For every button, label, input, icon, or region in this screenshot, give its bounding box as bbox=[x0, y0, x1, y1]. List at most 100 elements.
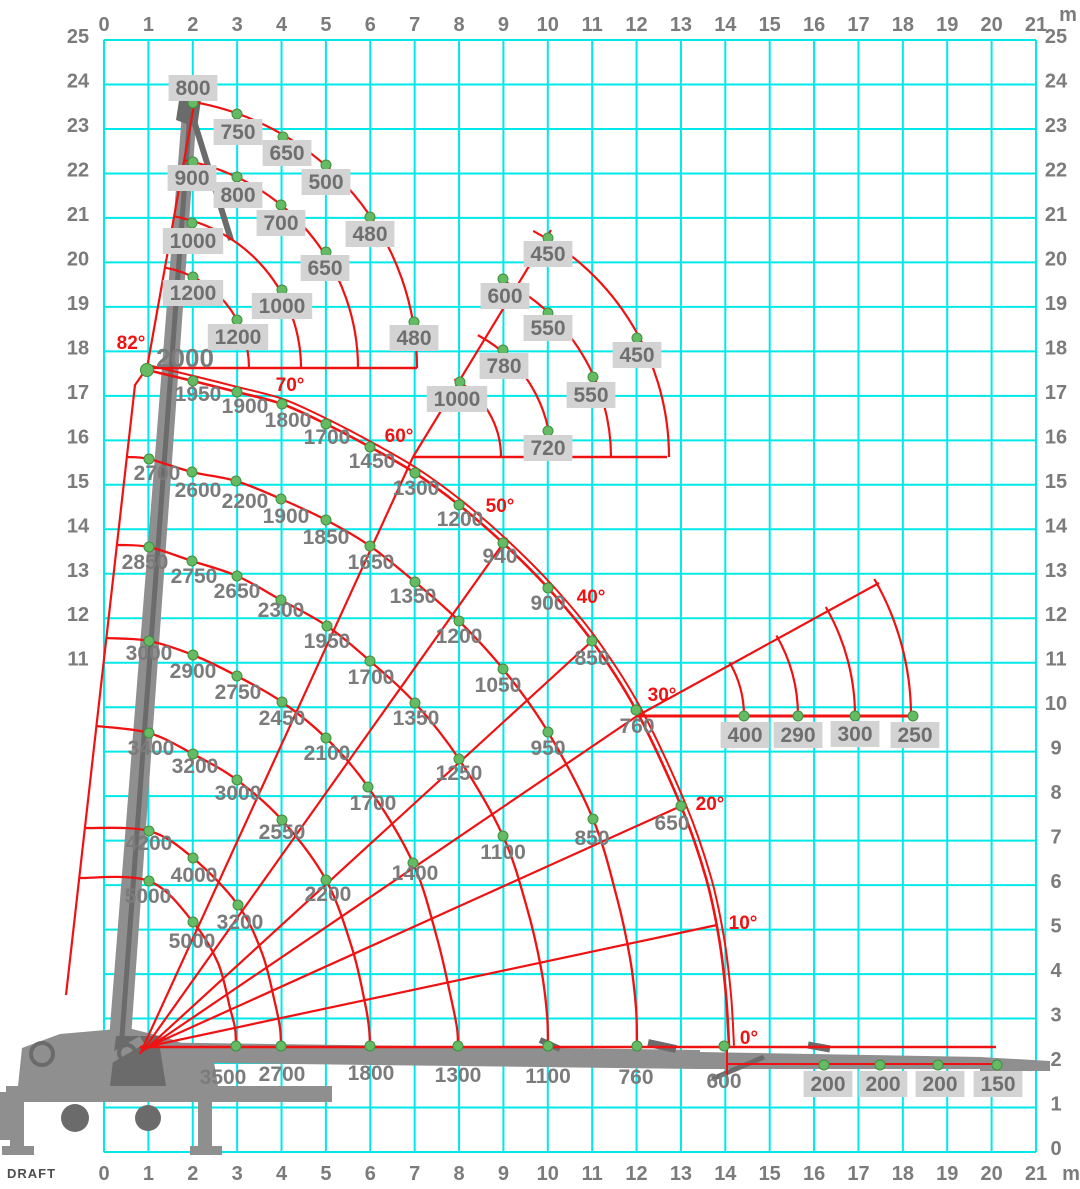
axis-tick-right: 15 bbox=[1045, 471, 1067, 493]
jib-load-value: 290 bbox=[780, 724, 815, 747]
jib-load-value: 1200 bbox=[170, 282, 217, 305]
load-value: 1050 bbox=[475, 674, 522, 697]
axis-tick-top: 17 bbox=[847, 14, 869, 36]
load-value: 2300 bbox=[258, 599, 305, 622]
load-point-dot bbox=[143, 825, 155, 837]
load-point-dot bbox=[409, 467, 421, 479]
load-value-box bbox=[213, 119, 263, 145]
axis-tick-left: 23 bbox=[67, 115, 89, 137]
load-value: 2200 bbox=[222, 490, 269, 513]
load-value-box bbox=[207, 324, 269, 350]
axis-tick-bottom: 18 bbox=[892, 1163, 914, 1185]
jib-load-value: 600 bbox=[487, 285, 522, 308]
axis-tick-top: 15 bbox=[759, 14, 781, 36]
axis-tick-bottom: 2 bbox=[187, 1163, 198, 1185]
crane-silhouette bbox=[41, 1036, 145, 1102]
load-point-dot bbox=[230, 475, 242, 487]
load-point-dot bbox=[230, 1040, 242, 1052]
load-point-dot bbox=[186, 466, 198, 478]
load-point-dot bbox=[143, 727, 155, 739]
load-value: 5000 bbox=[125, 885, 172, 908]
jib-load-value: 550 bbox=[573, 384, 608, 407]
load-point-dot bbox=[453, 615, 465, 627]
jib-load-value: 650 bbox=[269, 142, 304, 165]
jib-load-value: 150 bbox=[980, 1073, 1015, 1096]
axis-unit: m bbox=[1059, 4, 1077, 26]
jib-load-value: 650 bbox=[307, 257, 342, 280]
jib-load-value: 800 bbox=[175, 77, 210, 100]
axis-tick-left: 20 bbox=[67, 248, 89, 270]
load-point-dot bbox=[497, 663, 509, 675]
load-value-box bbox=[162, 228, 224, 254]
load-value: 2850 bbox=[122, 551, 169, 574]
axis-tick-bottom: 8 bbox=[453, 1163, 464, 1185]
jib-arc bbox=[183, 159, 360, 369]
load-value: 4200 bbox=[126, 832, 173, 855]
load-value: 2700 bbox=[134, 462, 181, 485]
load-point-dot bbox=[587, 371, 599, 383]
load-value: 3500 bbox=[200, 1066, 247, 1089]
load-value: 3200 bbox=[172, 755, 219, 778]
axis-tick-right: 12 bbox=[1045, 604, 1067, 626]
jib-load-value: 550 bbox=[530, 317, 565, 340]
axis-tick-bottom: 4 bbox=[276, 1163, 288, 1185]
jib-arc bbox=[173, 215, 303, 369]
load-point-dot bbox=[586, 635, 598, 647]
load-point-dot bbox=[497, 273, 509, 285]
axis-tick-bottom: 10 bbox=[537, 1163, 559, 1185]
load-value: 2600 bbox=[175, 479, 222, 502]
boom-angle-line bbox=[141, 537, 508, 1053]
axis-tick-right: 18 bbox=[1045, 337, 1067, 359]
load-value: 650 bbox=[654, 812, 689, 835]
axis-tick-top: 3 bbox=[232, 14, 243, 36]
load-value: 1950 bbox=[304, 630, 351, 653]
axis-tick-bottom: 20 bbox=[980, 1163, 1002, 1185]
crane-silhouette bbox=[190, 1146, 222, 1155]
axis-tick-top: 14 bbox=[714, 14, 737, 36]
load-point-dot bbox=[186, 555, 198, 567]
load-value-box bbox=[262, 140, 312, 166]
load-point-dot bbox=[453, 753, 465, 765]
load-value: 940 bbox=[482, 545, 517, 568]
jib-load-value: 500 bbox=[308, 171, 343, 194]
axis-tick-bottom: 19 bbox=[936, 1163, 958, 1185]
load-value-box bbox=[830, 721, 880, 747]
axis-tick-right: 14 bbox=[1045, 515, 1068, 537]
axis-tick-top: 1 bbox=[143, 14, 154, 36]
axis-tick-right: 9 bbox=[1050, 738, 1061, 760]
axis-tick-top: 0 bbox=[98, 14, 109, 36]
load-value-box bbox=[720, 722, 770, 748]
load-value: 2450 bbox=[259, 707, 306, 730]
axis-tick-right: 20 bbox=[1045, 248, 1067, 270]
load-value: 2200 bbox=[305, 883, 352, 906]
load-point-dot bbox=[452, 1040, 464, 1052]
boom-angle-label: 50° bbox=[486, 496, 515, 517]
load-value: 850 bbox=[574, 647, 609, 670]
envelope-curve bbox=[146, 368, 731, 1047]
load-point-dot bbox=[738, 710, 750, 722]
load-value: 1450 bbox=[349, 450, 396, 473]
crane-silhouette bbox=[2, 1146, 34, 1155]
jib-load-value: 250 bbox=[897, 724, 932, 747]
load-point-dot bbox=[276, 398, 288, 410]
load-value: 1400 bbox=[392, 862, 439, 885]
axis-tick-top: 18 bbox=[892, 14, 914, 36]
load-value: 2650 bbox=[214, 580, 261, 603]
load-point-dot bbox=[907, 710, 919, 722]
load-value-box bbox=[300, 255, 350, 281]
crane-silhouette bbox=[29, 1041, 55, 1067]
load-value: 1700 bbox=[350, 792, 397, 815]
load-value-box bbox=[612, 342, 662, 368]
load-point-dot bbox=[542, 425, 554, 437]
jib-load-value: 900 bbox=[174, 167, 209, 190]
load-point-dot bbox=[718, 1040, 730, 1052]
load-value: 950 bbox=[530, 737, 565, 760]
load-value-box bbox=[168, 75, 218, 101]
load-value: 1200 bbox=[436, 625, 483, 648]
axis-tick-top: 6 bbox=[365, 14, 376, 36]
load-value: 1650 bbox=[348, 551, 395, 574]
boom-angle-label: 70° bbox=[276, 375, 305, 396]
load-point-dot bbox=[497, 537, 509, 549]
jib-load-value: 1000 bbox=[170, 230, 217, 253]
load-value: 3000 bbox=[215, 782, 262, 805]
